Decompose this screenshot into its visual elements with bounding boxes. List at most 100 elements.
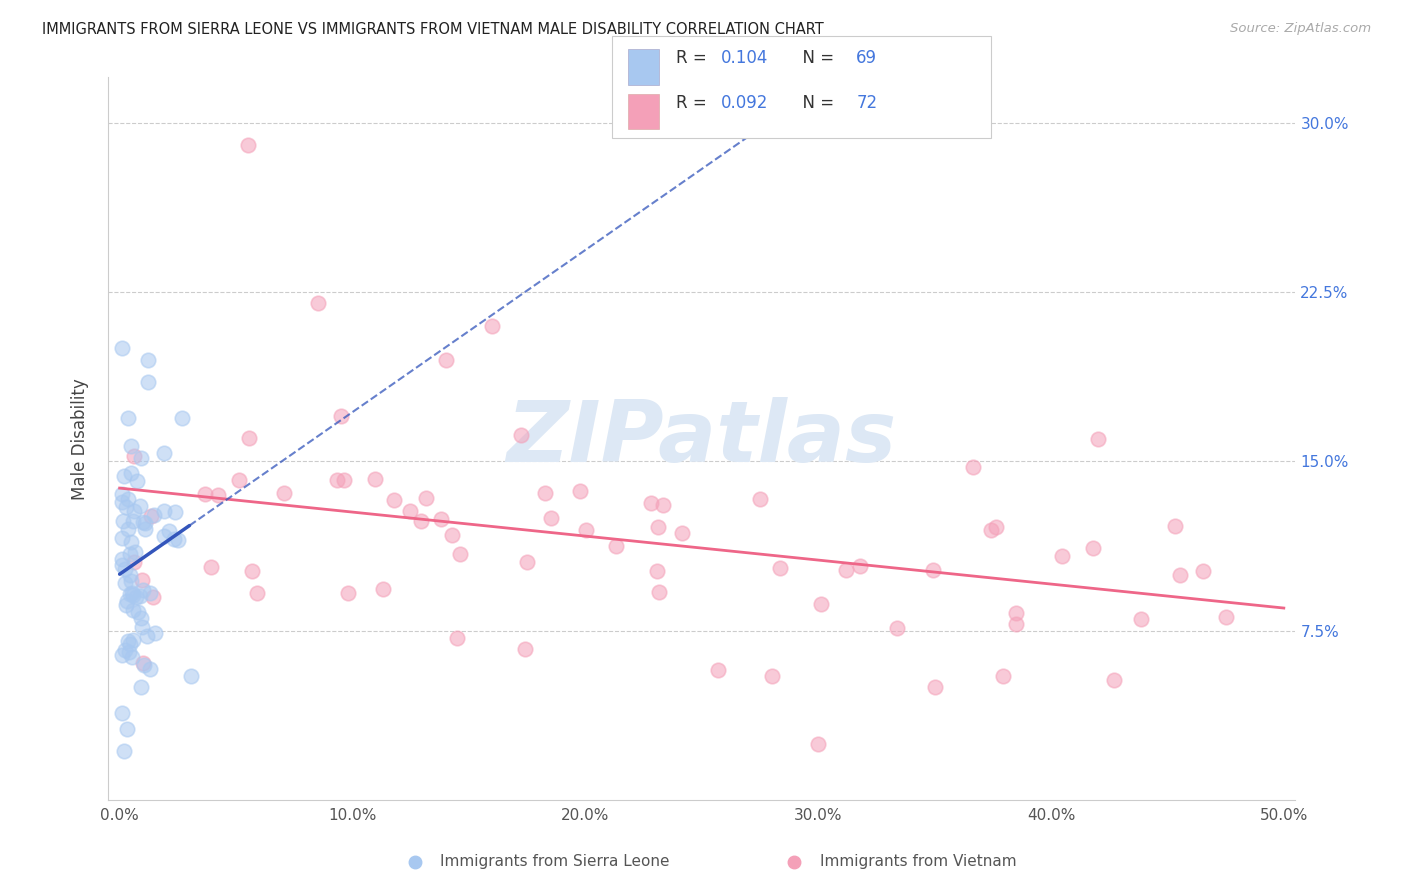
Point — [382, 493, 405, 508]
Point — [1130, 612, 1153, 626]
Text: R =: R = — [676, 94, 713, 112]
Y-axis label: Male Disability: Male Disability — [72, 378, 89, 500]
Point — [605, 539, 627, 553]
Point — [236, 138, 259, 153]
Point — [117, 634, 139, 648]
Point — [1192, 565, 1215, 579]
Point — [129, 451, 152, 466]
Point — [112, 515, 135, 529]
Point — [807, 737, 830, 751]
Point — [449, 547, 471, 561]
Point — [134, 522, 156, 536]
Text: 72: 72 — [856, 94, 877, 112]
Point — [114, 643, 136, 657]
Point — [170, 411, 193, 425]
Point — [769, 561, 792, 575]
Point — [238, 431, 260, 445]
Point — [980, 524, 1002, 538]
Point — [640, 496, 662, 510]
Point — [125, 474, 148, 488]
Point — [481, 318, 503, 333]
Point — [1215, 610, 1237, 624]
Point — [922, 563, 945, 577]
Point — [924, 680, 946, 694]
Point — [194, 487, 217, 501]
Point — [835, 563, 858, 577]
Point — [127, 606, 149, 620]
Point — [430, 512, 453, 526]
Text: N =: N = — [792, 94, 839, 112]
Point — [117, 410, 139, 425]
Point — [652, 499, 675, 513]
Point — [513, 642, 536, 657]
Point — [121, 586, 143, 600]
Point — [434, 352, 457, 367]
Point — [540, 510, 562, 524]
Point — [273, 486, 295, 500]
Point — [115, 593, 138, 607]
Point — [131, 515, 153, 529]
Point — [136, 376, 159, 390]
Point — [1052, 549, 1074, 563]
Point — [671, 525, 693, 540]
Point — [115, 500, 138, 515]
Point — [128, 499, 150, 513]
Point — [152, 529, 174, 543]
Point — [124, 545, 146, 559]
Point — [114, 598, 136, 612]
Text: 0.104: 0.104 — [721, 49, 769, 67]
Point — [207, 488, 229, 502]
Text: 0.092: 0.092 — [721, 94, 769, 112]
Point — [645, 565, 668, 579]
Point — [139, 662, 162, 676]
Point — [886, 621, 908, 635]
Point — [307, 296, 329, 310]
Point — [200, 559, 222, 574]
Point — [142, 590, 165, 604]
Point — [129, 611, 152, 625]
Point — [993, 669, 1015, 683]
Point — [373, 582, 395, 596]
Point — [1170, 568, 1192, 582]
Text: 69: 69 — [856, 49, 877, 67]
Point — [121, 649, 143, 664]
Text: IMMIGRANTS FROM SIERRA LEONE VS IMMIGRANTS FROM VIETNAM MALE DISABILITY CORRELAT: IMMIGRANTS FROM SIERRA LEONE VS IMMIGRAN… — [42, 22, 824, 37]
Point — [142, 508, 165, 523]
Point — [124, 450, 146, 464]
Point — [962, 460, 984, 475]
Point — [333, 474, 356, 488]
Point — [124, 504, 146, 518]
Point — [111, 558, 134, 572]
Point — [122, 555, 145, 569]
Point — [111, 494, 134, 508]
Point — [117, 645, 139, 659]
Point — [114, 562, 136, 576]
Point — [707, 663, 730, 677]
Point — [120, 574, 142, 589]
Point — [440, 527, 463, 541]
Point — [228, 473, 250, 487]
Point — [131, 573, 153, 587]
Point — [111, 487, 134, 501]
Point — [118, 547, 141, 561]
Point — [118, 568, 141, 582]
Point — [117, 522, 139, 536]
Point — [159, 524, 181, 538]
Point — [1083, 541, 1105, 556]
Point — [143, 626, 166, 640]
Point — [849, 559, 872, 574]
Text: ZIPatlas: ZIPatlas — [506, 397, 897, 480]
Point — [139, 586, 162, 600]
Point — [114, 576, 136, 591]
Point — [111, 706, 134, 720]
Point — [153, 504, 176, 518]
Point — [132, 656, 155, 670]
Point — [533, 486, 555, 500]
Point — [115, 723, 138, 737]
Text: Immigrants from Vietnam: Immigrants from Vietnam — [820, 855, 1017, 869]
Point — [122, 588, 145, 602]
Point — [134, 516, 156, 531]
Point — [112, 468, 135, 483]
Point — [132, 657, 155, 672]
Point — [111, 552, 134, 566]
